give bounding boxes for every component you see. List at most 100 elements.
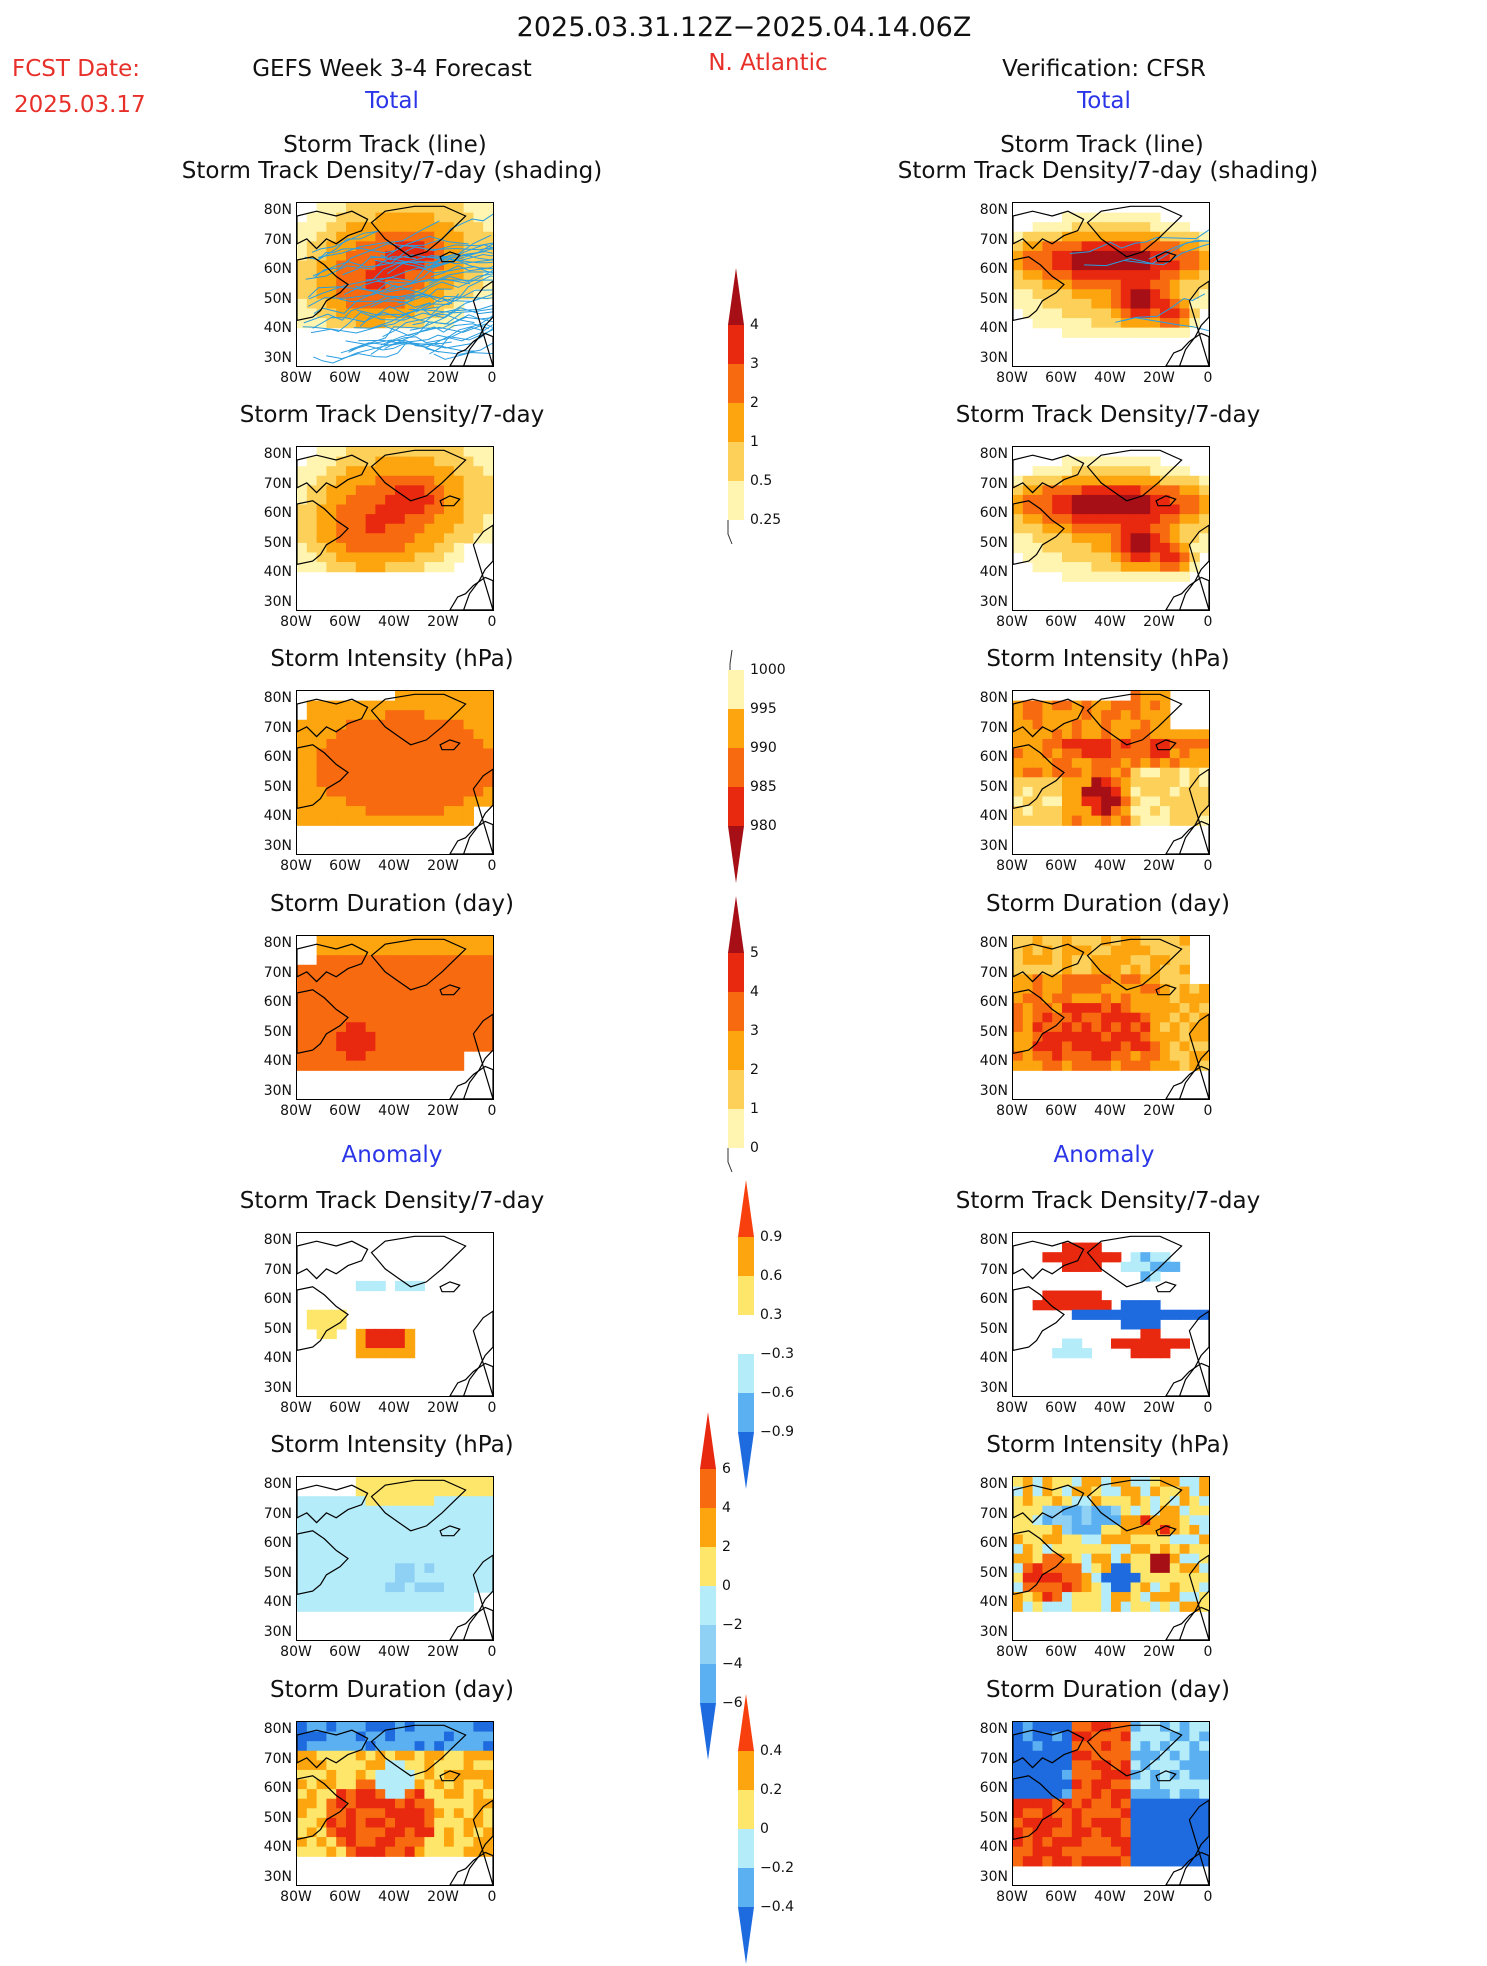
shading-cell [1022, 523, 1034, 534]
shading-cell [463, 974, 474, 985]
shading-cell [336, 222, 347, 233]
shading-cell [1042, 494, 1053, 506]
shading-cell [1179, 514, 1190, 525]
shading-cell [1101, 1779, 1112, 1790]
shading-cell [1179, 571, 1190, 582]
shading-cell [473, 1003, 484, 1014]
shading-cell [1189, 494, 1200, 506]
shading-cell [1130, 327, 1141, 338]
shading-cell [1140, 945, 1151, 956]
shading-cell [1091, 767, 1102, 778]
shading-cell [1081, 298, 1092, 310]
shading-cell [297, 222, 308, 233]
shading-cell [1071, 936, 1083, 947]
shading-cell [1091, 1031, 1102, 1043]
shading-cell [1032, 1524, 1043, 1536]
shading-cell [424, 1563, 435, 1574]
shading-cell [385, 1051, 396, 1062]
shading-cell [473, 475, 484, 486]
shading-cell [1179, 1012, 1190, 1023]
shading-cell [1150, 260, 1161, 271]
shading-cell [1062, 270, 1073, 281]
lat-tick-label: 50N [979, 1809, 1008, 1826]
shading-cell [483, 983, 493, 995]
shading-cell [1111, 308, 1122, 319]
shading-cell [1042, 533, 1053, 544]
shading-cell [1071, 456, 1083, 467]
shading-cell [375, 1348, 386, 1359]
colorbar-segment [728, 268, 744, 325]
shading-cell [297, 1012, 308, 1023]
shading-cell [1022, 250, 1034, 262]
shading-cell [1150, 1856, 1161, 1867]
shading-cell [1032, 1051, 1043, 1062]
shading-cell [1091, 1592, 1102, 1603]
shading-cell [414, 1808, 425, 1819]
shading-cell [1062, 1515, 1073, 1526]
shading-cell [414, 494, 425, 506]
shading-cell [473, 758, 484, 769]
shading-cell [385, 993, 396, 1004]
shading-cell [1169, 748, 1181, 759]
shading-cell [336, 1319, 347, 1330]
shading-cell [414, 1837, 425, 1848]
shading-cell [1199, 1563, 1209, 1574]
shading-cell [1062, 1252, 1073, 1263]
shading-cell [355, 1515, 367, 1526]
shading-cell [463, 983, 474, 995]
shading-cell [1101, 1827, 1112, 1838]
shading-cell [434, 1505, 445, 1516]
shading-cell [395, 1760, 406, 1771]
lat-tick-label: 70N [263, 964, 292, 981]
map-panel-duration-anom-left [296, 1721, 494, 1886]
shading-cell [1042, 700, 1053, 711]
shading-cell [336, 523, 347, 534]
shading-cell [1013, 1505, 1024, 1516]
shading-cell [453, 691, 465, 702]
shading-cell [297, 1524, 308, 1536]
shading-cell [1189, 1534, 1200, 1545]
shading-cell [1169, 504, 1181, 515]
shading-cell [306, 1505, 318, 1516]
shading-cell [424, 758, 435, 769]
shading-cell [355, 1572, 367, 1584]
shading-cell [297, 308, 308, 319]
shading-cell [1160, 1486, 1171, 1497]
shading-cells [1013, 691, 1209, 826]
shading-cell [297, 1760, 308, 1771]
shading-cell [306, 1769, 318, 1781]
lat-tick-label: 70N [263, 719, 292, 736]
shading-cell [1013, 1486, 1024, 1497]
shading-cell [1169, 1060, 1181, 1071]
shading-cell [355, 1022, 367, 1033]
shading-cell [395, 1798, 406, 1809]
shading-cell [385, 1837, 396, 1848]
shading-cell [1022, 279, 1034, 290]
shading-cell [297, 1051, 308, 1062]
shading-cell [1042, 1856, 1053, 1867]
shading-cell [355, 1524, 367, 1536]
shading-cell [346, 1769, 357, 1781]
shading-cell [1120, 758, 1132, 769]
shading-cell [1140, 1817, 1151, 1829]
lat-tick-label: 50N [979, 1320, 1008, 1337]
shading-cell [1052, 1300, 1063, 1311]
coastline [1178, 1554, 1209, 1640]
shading-cell [375, 318, 386, 329]
coastline [1086, 693, 1183, 746]
shading-cell [1062, 1846, 1073, 1857]
shading-cell [1150, 1553, 1161, 1564]
shading-cell [463, 1486, 474, 1497]
coastline [1013, 698, 1085, 738]
shading-cell [1169, 222, 1181, 233]
shading-cell [365, 231, 376, 242]
shading-cell [1052, 1534, 1063, 1545]
shading-cell [1160, 542, 1171, 554]
shading-cell [326, 719, 337, 730]
shading-cell [1169, 1309, 1181, 1320]
shading-cell [424, 993, 435, 1004]
shading-cell [326, 562, 337, 573]
shading-cell [1042, 1722, 1053, 1733]
map-duration-right [1013, 936, 1209, 1099]
shading-cell [1101, 1592, 1112, 1603]
